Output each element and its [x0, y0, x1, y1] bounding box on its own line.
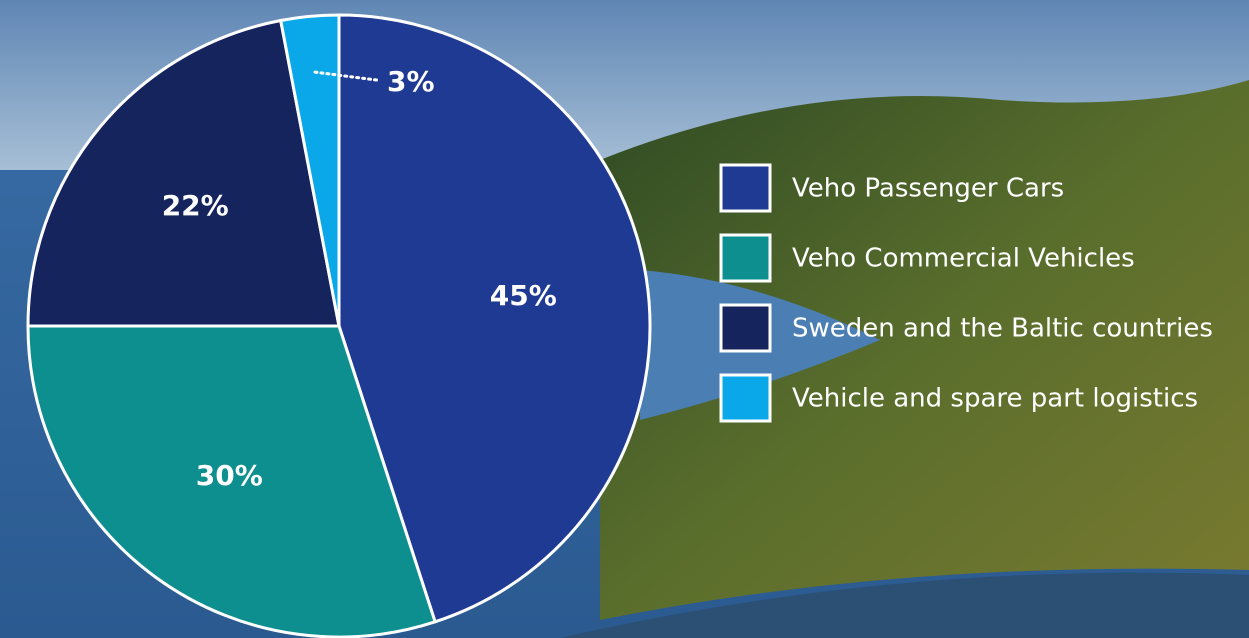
legend-swatch: [719, 373, 772, 423]
legend-label: Vehicle and spare part logistics: [792, 384, 1198, 414]
legend-swatch: [719, 163, 772, 213]
legend-swatch: [719, 303, 772, 353]
legend-swatch: [719, 233, 772, 283]
legend-label: Sweden and the Baltic countries: [792, 314, 1213, 344]
pie-slice: [26, 324, 437, 638]
slice-label: 30%: [196, 459, 263, 492]
leader-line: [313, 70, 379, 82]
legend-label: Veho Passenger Cars: [792, 174, 1064, 204]
slice-label: 22%: [162, 189, 229, 222]
slice-label: 45%: [490, 279, 557, 312]
legend: Veho Passenger Cars Veho Commercial Vehic…: [719, 163, 1213, 423]
pie-slice: [337, 13, 652, 624]
legend-label: Veho Commercial Vehicles: [792, 244, 1135, 274]
pie-slice: [278, 13, 341, 327]
pie-slice: [26, 18, 341, 328]
slice-label: 3%: [387, 65, 435, 98]
pie: 45% 30% 22% 3%: [26, 13, 652, 638]
